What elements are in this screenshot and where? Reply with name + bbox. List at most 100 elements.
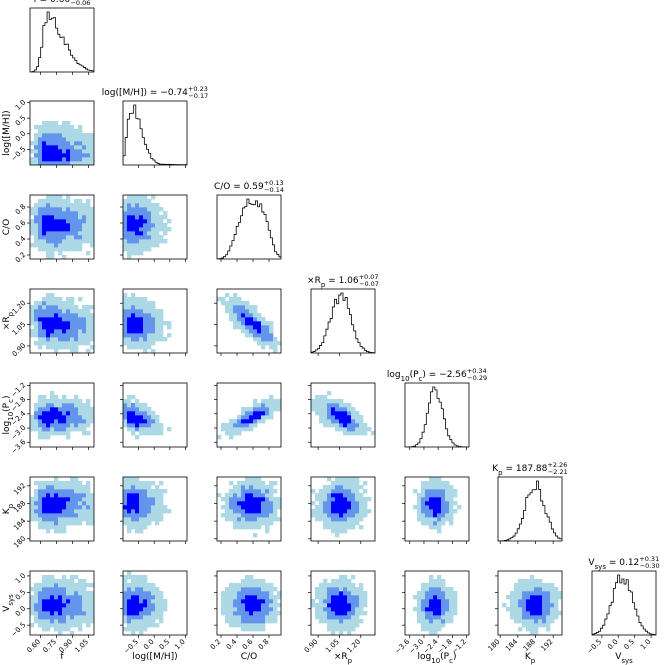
density-cell	[127, 427, 132, 432]
density-cell	[159, 607, 164, 612]
density-cell	[70, 579, 75, 584]
density-cell	[522, 603, 527, 608]
density-cell	[550, 591, 555, 596]
density-cell	[74, 333, 79, 338]
density-cell	[42, 153, 47, 158]
density-cell	[58, 513, 63, 518]
density-cell	[38, 493, 43, 498]
density-cell	[253, 599, 258, 604]
density-cell	[437, 505, 442, 510]
density-cell	[241, 517, 246, 522]
density-cell	[82, 411, 87, 416]
density-cell	[66, 121, 71, 126]
density-cell	[233, 607, 238, 612]
density-cell	[127, 231, 132, 236]
density-cell	[34, 219, 39, 224]
density-cell	[135, 337, 140, 342]
density-cell	[343, 517, 348, 522]
density-cell	[54, 157, 59, 162]
density-cell	[54, 627, 59, 632]
density-cell	[417, 603, 422, 608]
density-cell	[42, 337, 47, 342]
density-cell	[54, 599, 59, 604]
density-cell	[78, 239, 83, 244]
density-cell	[433, 579, 438, 584]
density-cell	[123, 211, 128, 216]
density-cell	[534, 631, 539, 635]
density-cell	[449, 493, 454, 498]
density-cell	[269, 521, 274, 526]
density-cell	[269, 583, 274, 588]
density-cell	[135, 317, 140, 322]
density-cell	[70, 505, 75, 510]
density-cell	[441, 599, 446, 604]
density-cell	[66, 235, 71, 240]
density-cell	[530, 575, 535, 580]
density-cell	[437, 521, 442, 526]
density-cell	[58, 329, 63, 334]
density-cell	[151, 591, 156, 596]
density-cell	[131, 591, 136, 596]
density-cell	[425, 619, 430, 624]
density-cell	[58, 161, 63, 165]
density-cell	[66, 623, 71, 628]
density-cell	[127, 407, 132, 412]
density-cell	[42, 199, 47, 204]
density-cell	[127, 489, 132, 494]
density-cell	[127, 337, 132, 342]
histogram-f	[30, 11, 94, 72]
density-cell	[74, 317, 79, 322]
density-cell	[42, 203, 47, 208]
density-cell	[343, 431, 348, 436]
density-cell	[249, 583, 254, 588]
density-cell	[131, 235, 136, 240]
density-cell	[127, 219, 132, 224]
density-cell	[417, 595, 422, 600]
density-cell	[127, 227, 132, 232]
density-cell	[62, 207, 67, 212]
density-cell	[139, 517, 144, 522]
density-cell	[143, 235, 148, 240]
density-cell	[546, 603, 551, 608]
density-cell	[143, 321, 148, 326]
density-cell	[335, 607, 340, 612]
density-cell	[46, 293, 51, 298]
density-cell	[261, 403, 266, 408]
density-cell	[50, 517, 55, 522]
density-cell	[90, 599, 94, 604]
density-cell	[355, 411, 360, 416]
density-cell	[429, 615, 434, 620]
density-cell	[46, 505, 51, 510]
density-cell	[261, 337, 266, 342]
density-cell	[233, 317, 238, 322]
density-cell	[245, 423, 250, 428]
density-cell	[135, 477, 140, 482]
density-cell	[241, 493, 246, 498]
density-cell	[127, 627, 132, 632]
density-cell	[50, 129, 55, 134]
density-cell	[437, 501, 442, 506]
density-cell	[429, 489, 434, 494]
density-cell	[249, 505, 254, 510]
density-cell	[425, 627, 430, 632]
density-cell	[245, 599, 250, 604]
density-cell	[311, 399, 316, 404]
density-cell	[269, 407, 274, 412]
density-cell	[131, 305, 136, 310]
density-cell	[363, 591, 368, 596]
density-cell	[429, 579, 434, 584]
density-cell	[347, 513, 352, 518]
density-cell	[54, 337, 59, 342]
density-cell	[229, 513, 234, 518]
density-cell	[265, 521, 270, 526]
density-cell	[139, 223, 144, 228]
density-cell	[522, 619, 527, 624]
density-cell	[30, 227, 35, 232]
density-cell	[82, 489, 87, 494]
density-cell	[167, 427, 172, 432]
density-cell	[237, 415, 242, 420]
density-cell	[339, 411, 344, 416]
density-cell	[127, 603, 132, 608]
density-cell	[74, 481, 79, 486]
density-cell	[522, 615, 527, 620]
